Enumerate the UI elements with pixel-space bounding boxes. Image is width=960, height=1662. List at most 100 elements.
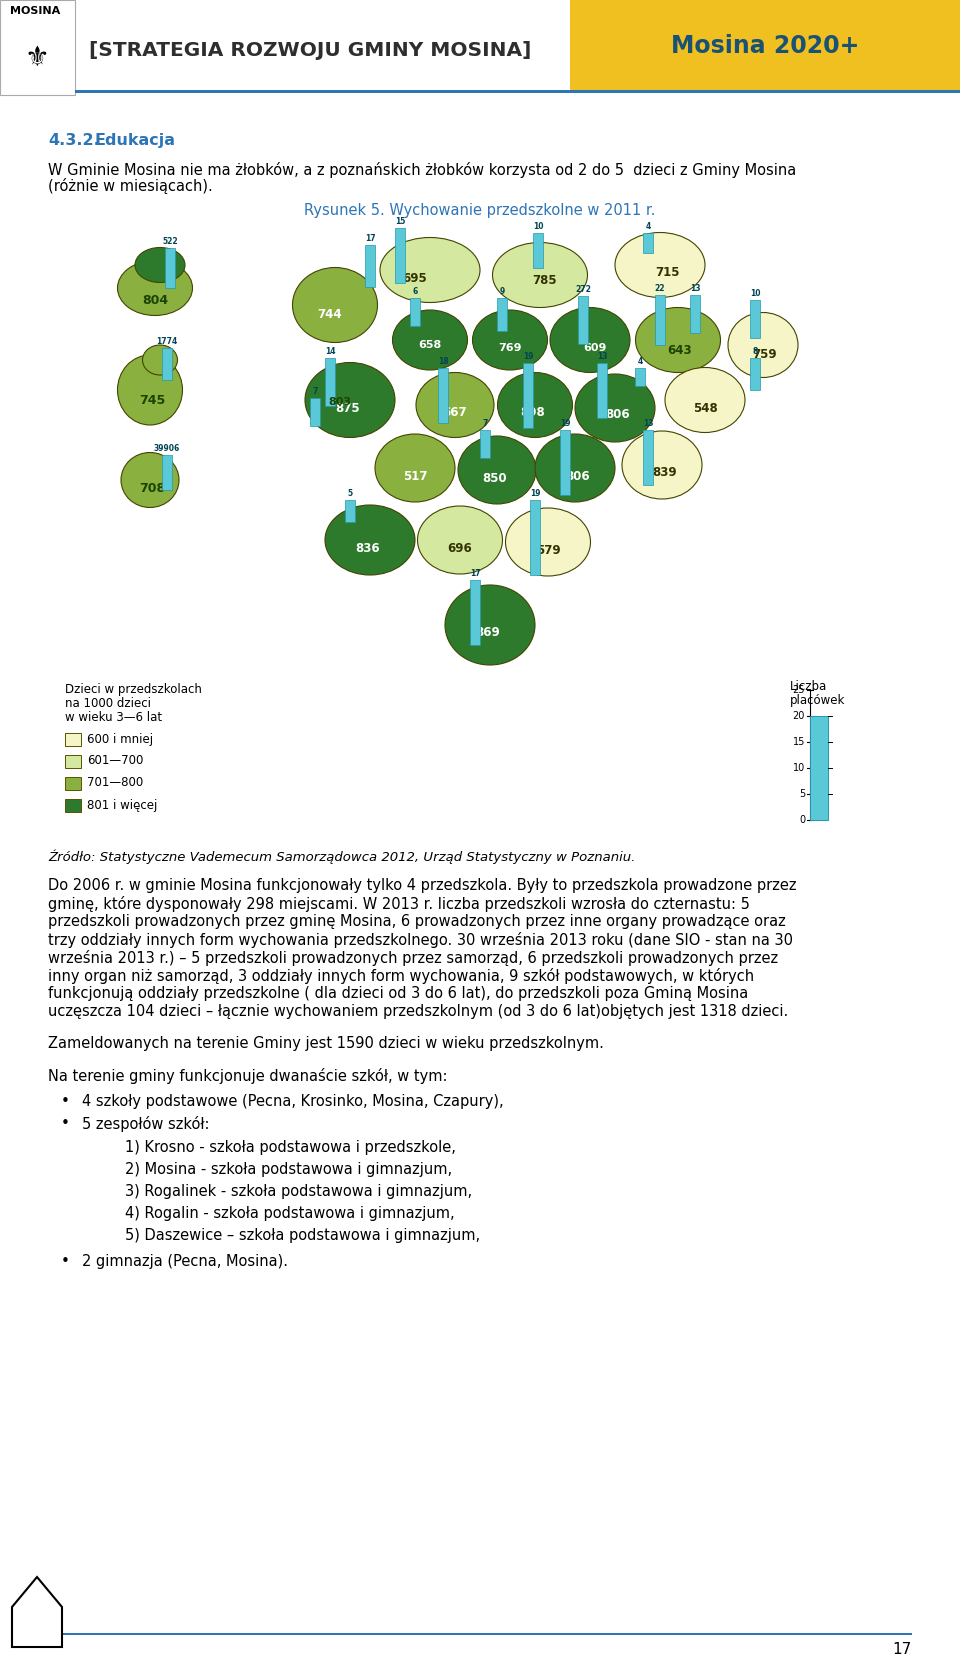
Text: 17: 17 [469, 568, 480, 578]
Text: 22: 22 [655, 284, 665, 293]
Text: 4) Rogalin - szkoła podstawowa i gimnazjum,: 4) Rogalin - szkoła podstawowa i gimnazj… [125, 1207, 455, 1222]
Text: Edukacja: Edukacja [95, 133, 176, 148]
Text: 643: 643 [668, 344, 692, 357]
Text: Dzieci w przedszkolach: Dzieci w przedszkolach [65, 683, 202, 696]
Text: (różnie w miesiącach).: (różnie w miesiącach). [48, 178, 213, 194]
Text: 658: 658 [419, 341, 442, 351]
Text: 14: 14 [324, 347, 335, 356]
Text: 20: 20 [793, 711, 805, 721]
Text: 875: 875 [336, 402, 360, 414]
Bar [643, 430, 653, 485]
Ellipse shape [380, 238, 480, 302]
Bar [162, 455, 172, 490]
Text: 517: 517 [403, 469, 427, 482]
Bar [310, 397, 320, 425]
Text: 548: 548 [692, 402, 717, 414]
Ellipse shape [728, 312, 798, 377]
Text: 15: 15 [793, 736, 805, 746]
Text: 708: 708 [139, 482, 165, 495]
Ellipse shape [458, 435, 536, 504]
Bar [325, 357, 335, 406]
Bar [570, 0, 960, 93]
Text: 601—700: 601—700 [87, 755, 143, 768]
Bar [65, 799, 81, 813]
Text: 5 zespołów szkół:: 5 zespołów szkół: [82, 1115, 209, 1132]
Bar [597, 362, 607, 419]
Text: 19: 19 [530, 489, 540, 499]
Bar [365, 244, 375, 288]
Text: 769: 769 [498, 342, 521, 352]
Text: 19: 19 [523, 352, 533, 361]
Text: 2) Mosina - szkoła podstawowa i gimnazjum,: 2) Mosina - szkoła podstawowa i gimnazju… [125, 1162, 452, 1177]
Ellipse shape [550, 307, 630, 372]
Text: 744: 744 [318, 309, 343, 321]
Ellipse shape [117, 356, 182, 425]
Text: Mosina 2020+: Mosina 2020+ [671, 33, 859, 58]
Text: •: • [60, 1094, 69, 1109]
Text: 4: 4 [645, 223, 651, 231]
Text: 15: 15 [395, 218, 405, 226]
Bar [65, 755, 81, 768]
Ellipse shape [325, 505, 415, 575]
Text: września 2013 r.) – 5 przedszkoli prowadzonych przez samorząd, 6 przedszkoli pro: września 2013 r.) – 5 przedszkoli prowad… [48, 951, 779, 966]
Text: 7: 7 [312, 387, 318, 396]
Ellipse shape [492, 243, 588, 307]
Text: 272: 272 [575, 284, 591, 294]
Bar [165, 248, 175, 288]
Ellipse shape [665, 367, 745, 432]
Text: W Gminie Mosina nie ma żłobków, a z poznańskich żłobków korzysta od 2 do 5  dzie: W Gminie Mosina nie ma żłobków, a z pozn… [48, 161, 796, 178]
Ellipse shape [506, 509, 590, 577]
Text: 695: 695 [402, 271, 427, 284]
Text: gminę, które dysponowały 298 miejscami. W 2013 r. liczba przedszkoli wzrosła do : gminę, które dysponowały 298 miejscami. … [48, 896, 750, 912]
Bar [162, 347, 172, 381]
Ellipse shape [445, 585, 535, 665]
Bar [655, 294, 665, 346]
Text: funkcjonują oddziały przedszkolne ( dla dzieci od 3 do 6 lat), do przedszkoli po: funkcjonują oddziały przedszkolne ( dla … [48, 986, 748, 1001]
Text: 609: 609 [584, 342, 607, 352]
Bar [395, 228, 405, 283]
Bar [497, 297, 507, 331]
Text: 2 gimnazja (Pecna, Mosina).: 2 gimnazja (Pecna, Mosina). [82, 1255, 288, 1270]
Ellipse shape [293, 268, 377, 342]
Text: 801 i więcej: 801 i więcej [87, 798, 157, 811]
Text: 806: 806 [606, 409, 631, 422]
Text: 3) Rogalinek - szkoła podstawowa i gimnazjum,: 3) Rogalinek - szkoła podstawowa i gimna… [125, 1183, 472, 1198]
Bar [530, 500, 540, 575]
Bar [750, 301, 760, 337]
Text: 25: 25 [793, 685, 805, 695]
Text: 19: 19 [560, 419, 570, 429]
Ellipse shape [535, 434, 615, 502]
Text: 13: 13 [597, 352, 608, 361]
Text: 39906: 39906 [154, 444, 180, 454]
Text: 10: 10 [793, 763, 805, 773]
Text: inny organ niż samorząd, 3 oddziały innych form wychowania, 9 szkół podstawowych: inny organ niż samorząd, 3 oddziały inny… [48, 967, 755, 984]
Text: 806: 806 [565, 469, 590, 482]
Text: 10: 10 [750, 289, 760, 297]
Bar [65, 778, 81, 789]
Polygon shape [12, 1577, 62, 1647]
Text: MOSINA: MOSINA [10, 7, 60, 17]
Text: placówek: placówek [790, 695, 846, 706]
Text: [STRATEGIA ROZWOJU GMINY MOSINA]: [STRATEGIA ROZWOJU GMINY MOSINA] [89, 40, 531, 60]
Text: 5) Daszewice – szkoła podstawowa i gimnazjum,: 5) Daszewice – szkoła podstawowa i gimna… [125, 1228, 480, 1243]
Bar [480, 430, 490, 459]
Text: •: • [60, 1255, 69, 1270]
Text: Do 2006 r. w gminie Mosina funkcjonowały tylko 4 przedszkola. Były to przedszkol: Do 2006 r. w gminie Mosina funkcjonowały… [48, 878, 797, 892]
Bar [643, 233, 653, 253]
Text: 667: 667 [443, 406, 468, 419]
Text: 759: 759 [753, 349, 778, 362]
Text: przedszkoli prowadzonych przez gminę Mosina, 6 prowadzonych przez inne organy pr: przedszkoli prowadzonych przez gminę Mos… [48, 914, 785, 929]
Text: 804: 804 [142, 294, 168, 306]
Text: 9: 9 [499, 288, 505, 296]
Text: 5: 5 [348, 489, 352, 499]
Text: 1774: 1774 [156, 337, 178, 346]
Text: 5: 5 [799, 789, 805, 799]
Text: 6: 6 [413, 288, 418, 296]
Ellipse shape [472, 311, 547, 371]
Text: 898: 898 [520, 407, 545, 419]
Ellipse shape [135, 248, 185, 283]
Text: trzy oddziały innych form wychowania przedszkolnego. 30 września 2013 roku (dane: trzy oddziały innych form wychowania prz… [48, 932, 793, 947]
Text: 745: 745 [139, 394, 165, 407]
Text: 701—800: 701—800 [87, 776, 143, 789]
Text: 13: 13 [643, 419, 653, 429]
